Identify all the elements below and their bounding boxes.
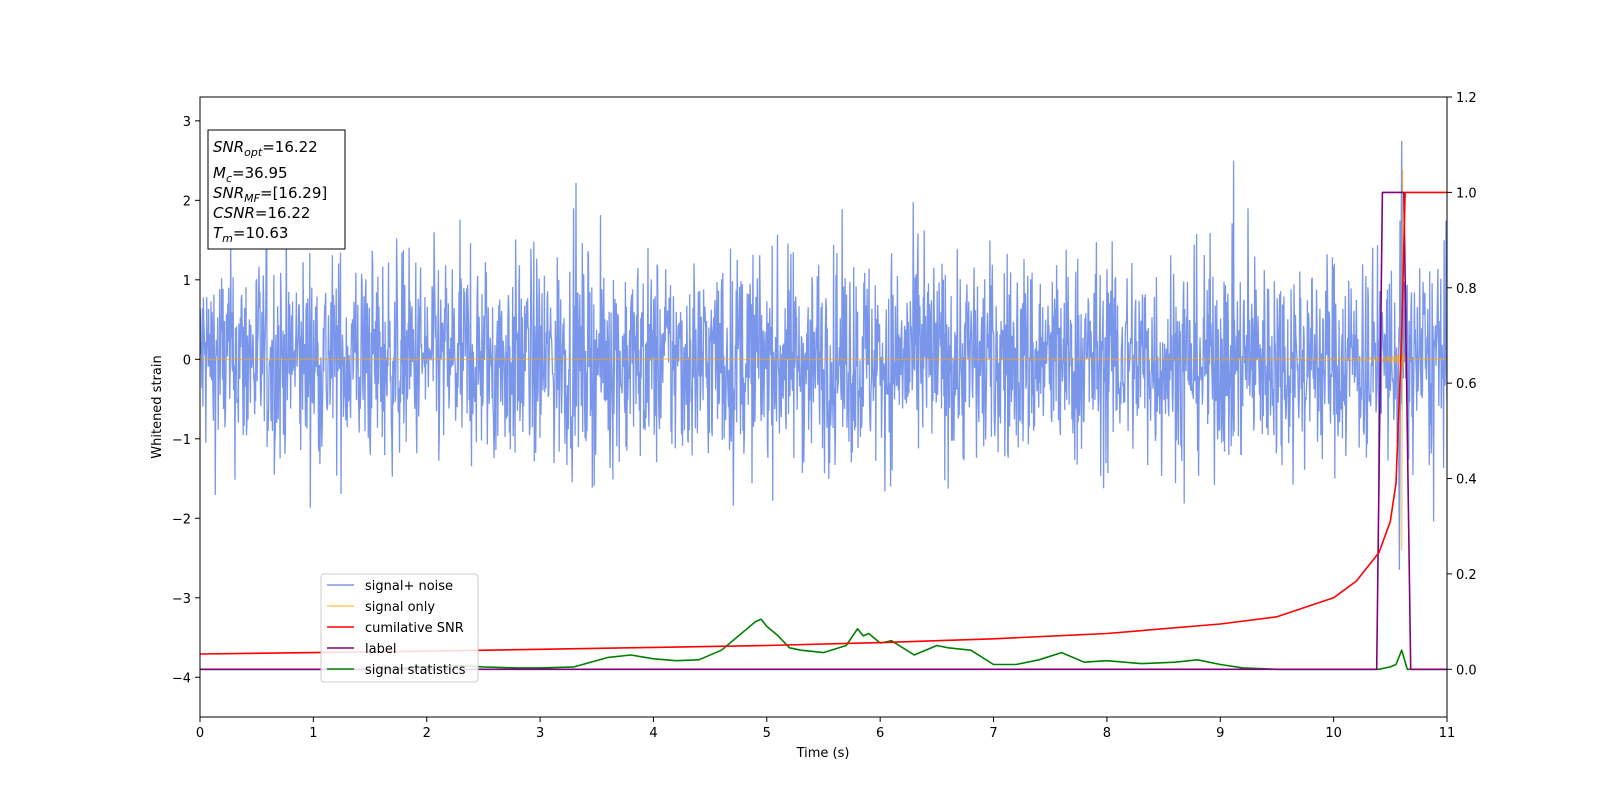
series-layer [200,140,1447,671]
y-tick-label: −2 [172,512,191,527]
y2-tick-label: 0.6 [1456,377,1477,392]
y-tick-label: 2 [183,194,191,209]
annotation-mc: Mc=36.95 [213,164,288,185]
annotation-box: SNRopt=16.22 Mc=36.95 SNRMF=[16.29] CSNR… [207,129,346,250]
y2-tick-label: 0.2 [1456,568,1477,583]
y-tick-label: 0 [183,353,191,368]
series-line-signal-only [200,170,1447,551]
annotation-tm: Tm=10.63 [213,224,288,245]
legend-label: signal only [365,600,435,615]
y2-tick-label: 1.0 [1456,186,1477,201]
y-tick-label: −4 [172,671,191,686]
series-line-cumulative-snr [200,191,1447,655]
x-tick-label: 9 [1216,726,1224,741]
y2-tick-label: 0.8 [1456,282,1477,297]
y-tick-label: −3 [172,592,191,607]
x-tick-label: 2 [423,726,431,741]
x-tick-label: 11 [1439,726,1456,741]
y2-tick-label: 0.4 [1456,473,1477,488]
plot-frame [199,96,1448,718]
y-tick-label: 3 [183,115,191,130]
x-tick-label: 4 [649,726,657,741]
x-tick-label: 5 [763,726,771,741]
y-tick-label: −1 [172,433,191,448]
series-line-label [200,191,1447,671]
x-tick-label: 1 [309,726,317,741]
x-tick-label: 0 [196,726,204,741]
annotation-frame [207,129,346,250]
annotation-snr-opt: SNRopt=16.22 [213,138,318,159]
y-tick-label: 1 [183,274,191,289]
annotation-snr-mf: SNRMF=[16.29] [213,184,327,205]
legend-frame [320,573,479,683]
x-tick-label: 6 [876,726,884,741]
legend-label: signal+ noise [365,579,453,594]
y-axis-label: Whitened strain [150,355,165,458]
legend-label: signal statistics [365,663,466,678]
annotation-csnr: CSNR=16.22 [213,204,310,222]
x-tick-label: 8 [1103,726,1111,741]
ticks-layer: 0 1 2 3 4 5 6 7 8 9 10 113210−1−2−3−41.21.00.80.60.… [172,91,1477,741]
legend: signal+ noise signal only cumilative SNR la… [320,573,479,683]
y2-tick-label: 1.2 [1456,91,1477,106]
x-tick-label: 3 [536,726,544,741]
legend-label: cumilative SNR [365,621,464,636]
x-tick-label: 7 [989,726,997,741]
legend-label: label [365,642,396,657]
x-tick-label: 10 [1325,726,1342,741]
x-axis-label: Time (s) [796,746,850,761]
series-line-signal-statistics [200,618,1447,671]
y2-tick-label: 0.0 [1456,663,1477,678]
